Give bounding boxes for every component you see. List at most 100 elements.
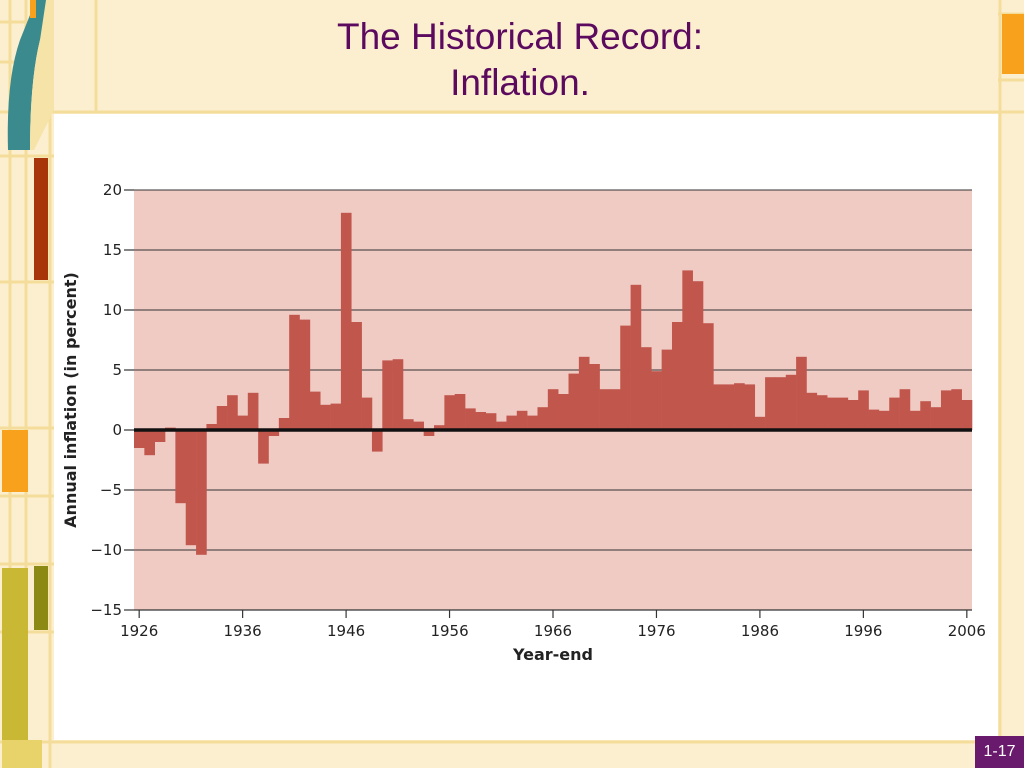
- bar-1952: [402, 419, 414, 430]
- bar-1931: [185, 430, 197, 546]
- bar-1989: [785, 374, 797, 430]
- bar-1990: [796, 356, 807, 430]
- slide-title-line-1: The Historical Record:: [336, 16, 703, 57]
- bar-1974: [630, 284, 642, 430]
- bar-1959: [475, 412, 487, 430]
- bar-1939: [268, 430, 280, 436]
- bar-1964: [527, 415, 538, 430]
- dark-orange-bar-decoration: [34, 158, 48, 280]
- bar-1975: [640, 347, 652, 430]
- bar-1948: [361, 397, 373, 430]
- orange-block-decoration: [2, 430, 28, 492]
- bar-1968: [568, 373, 580, 430]
- x-tick-label: 1966: [534, 622, 572, 640]
- bar-1947: [351, 322, 362, 430]
- inflation-bar-chart: 20 15 10 5 0 −5 −10 −15 1926 1936 1946 1956 1966 1976…: [61, 181, 986, 664]
- x-axis-title: Year-end: [512, 645, 593, 664]
- bar-1957: [454, 394, 466, 430]
- bar-1926: [134, 430, 145, 448]
- orange-block-decoration: [1002, 14, 1024, 74]
- bar-2002: [920, 401, 931, 430]
- bar-1988: [775, 377, 787, 430]
- orange-block-decoration: [30, 0, 36, 18]
- bar-1949: [371, 430, 383, 452]
- bar-1930: [175, 430, 187, 504]
- page-number-badge: 1-17: [975, 736, 1024, 768]
- bar-2005: [951, 389, 962, 430]
- bar-1997: [868, 409, 880, 430]
- y-tick-label: −10: [90, 541, 122, 559]
- bar-1935: [227, 395, 238, 430]
- bar-1941: [289, 314, 300, 430]
- slide-title: The Historical Record: Inflation.: [60, 14, 980, 106]
- y-tick-label: 5: [112, 361, 122, 379]
- bar-1973: [620, 325, 631, 430]
- bar-1942: [299, 319, 311, 430]
- bar-2003: [930, 407, 942, 430]
- y-tick-label: 20: [103, 181, 122, 199]
- bar-1985: [744, 384, 756, 430]
- bar-1971: [599, 389, 611, 430]
- bar-1946: [340, 212, 352, 430]
- y-tick-label: 10: [103, 301, 122, 319]
- y-axis-title: Annual inflation (in percent): [61, 272, 80, 528]
- x-tick-label: 1986: [741, 622, 779, 640]
- bar-1955: [434, 425, 445, 430]
- bar-1943: [309, 391, 321, 430]
- bar-2000: [899, 389, 911, 430]
- bar-2001: [909, 410, 921, 430]
- bar-1927: [144, 430, 155, 456]
- bar-1987: [765, 377, 776, 430]
- x-tick-label: 1926: [120, 622, 158, 640]
- y-tick-label: −15: [90, 601, 122, 619]
- bar-1934: [216, 406, 228, 430]
- bar-1966: [547, 389, 559, 430]
- bar-1977: [661, 349, 673, 430]
- bar-1962: [506, 415, 518, 430]
- bar-1981: [703, 323, 714, 430]
- x-tick-label: 1976: [637, 622, 675, 640]
- bar-1983: [723, 384, 735, 430]
- bar-1996: [858, 390, 869, 430]
- bar-1961: [496, 421, 507, 430]
- olive-dark-block-decoration: [34, 566, 48, 630]
- bar-1958: [465, 408, 476, 430]
- bar-1991: [806, 392, 818, 430]
- cream-swoosh-decoration: [30, 0, 54, 150]
- bar-1976: [651, 371, 662, 430]
- bar-1945: [330, 403, 342, 430]
- y-tick-label: −5: [100, 481, 122, 499]
- bar-1972: [609, 389, 621, 430]
- y-tick-label: 15: [103, 241, 122, 259]
- bar-1938: [258, 430, 269, 464]
- bar-1956: [444, 395, 456, 430]
- bar-1960: [485, 413, 497, 430]
- y-tick-label: 0: [112, 421, 122, 439]
- bar-1953: [413, 421, 424, 430]
- x-tick-label: 2006: [948, 622, 986, 640]
- bar-1954: [423, 430, 435, 436]
- bar-2006: [961, 400, 973, 430]
- bar-1936: [237, 415, 249, 430]
- bar-1951: [392, 359, 404, 430]
- bar-1984: [734, 383, 745, 430]
- olive-block-decoration: [2, 568, 28, 768]
- bar-1950: [382, 360, 393, 430]
- bar-1928: [154, 430, 166, 442]
- bar-1999: [889, 397, 900, 430]
- x-tick-label: 1996: [844, 622, 882, 640]
- light-olive-block-decoration: [2, 740, 42, 768]
- chart-panel: 20 15 10 5 0 −5 −10 −15 1926 1936 1946 1956 1966 1976…: [54, 114, 998, 740]
- bar-1992: [816, 395, 828, 430]
- bar-1965: [537, 407, 549, 430]
- bar-1982: [713, 384, 725, 430]
- x-tick-label: 1946: [327, 622, 365, 640]
- bar-1995: [847, 400, 859, 430]
- bar-1979: [682, 270, 693, 430]
- bar-1986: [754, 416, 766, 430]
- x-tick-label: 1936: [224, 622, 262, 640]
- bar-1963: [516, 410, 528, 430]
- bar-1980: [692, 281, 704, 430]
- bar-1969: [578, 356, 590, 430]
